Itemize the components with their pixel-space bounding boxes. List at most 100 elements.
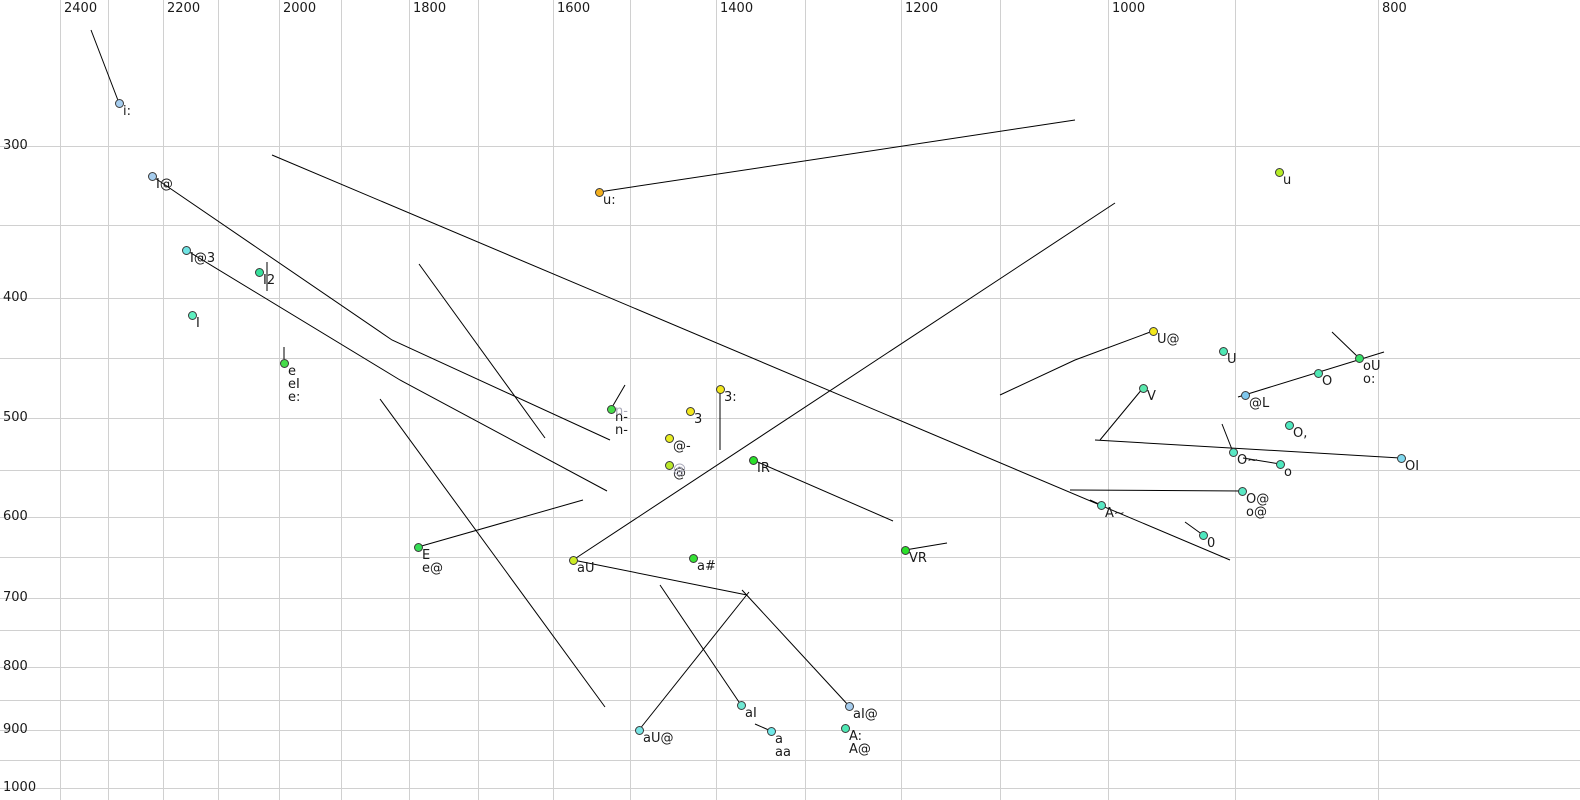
trajectory-line xyxy=(185,249,608,492)
data-point-label: O@ o@ xyxy=(1246,492,1270,520)
data-point-label: a aa xyxy=(775,732,791,760)
trajectory-line xyxy=(572,559,748,596)
gridline-vertical xyxy=(1235,0,1236,800)
data-point-label: 3: xyxy=(724,390,737,405)
data-point[interactable] xyxy=(1219,347,1228,356)
data-point-label: aU xyxy=(577,561,595,576)
data-point[interactable] xyxy=(1355,354,1364,363)
data-point[interactable] xyxy=(1241,391,1250,400)
trajectory-line xyxy=(151,175,611,441)
data-point[interactable] xyxy=(1229,448,1238,457)
data-point[interactable] xyxy=(635,726,644,735)
data-point[interactable] xyxy=(737,701,746,710)
gridline-horizontal xyxy=(0,630,1580,631)
gridline-vertical xyxy=(341,0,342,800)
data-point-label: A~ xyxy=(1105,506,1125,521)
data-point-label: I2 xyxy=(263,273,276,288)
x-tick-label: 1800 xyxy=(413,1,447,16)
x-tick-label: 1200 xyxy=(905,1,939,16)
trajectory-line xyxy=(904,542,948,551)
x-tick-label: 2000 xyxy=(283,1,317,16)
data-point[interactable] xyxy=(1397,454,1406,463)
gridline-vertical xyxy=(1108,0,1109,800)
data-point[interactable] xyxy=(665,434,674,443)
data-point[interactable] xyxy=(148,172,157,181)
trajectory-line xyxy=(1331,331,1360,359)
trajectory-line xyxy=(752,459,894,522)
trajectory-line xyxy=(418,263,546,439)
data-point-label: E e@ xyxy=(422,548,443,576)
data-point[interactable] xyxy=(1285,421,1294,430)
trajectory-line xyxy=(1242,457,1281,465)
data-point[interactable] xyxy=(1199,531,1208,540)
data-point[interactable] xyxy=(686,407,695,416)
data-point[interactable] xyxy=(1275,168,1284,177)
data-point-label: O~ xyxy=(1237,453,1259,468)
data-point-label: I xyxy=(196,316,200,331)
gridline-vertical xyxy=(279,0,280,800)
data-point[interactable] xyxy=(255,268,264,277)
data-point[interactable] xyxy=(595,188,604,197)
data-point[interactable] xyxy=(767,727,776,736)
gridline-horizontal xyxy=(0,667,1580,668)
y-tick-label: 900 xyxy=(3,722,28,737)
data-point[interactable] xyxy=(1314,369,1323,378)
trajectory-line xyxy=(417,499,584,548)
data-point-label: O xyxy=(1322,374,1333,389)
gridline-vertical xyxy=(716,0,717,800)
data-point-label: 3 xyxy=(694,412,703,427)
data-point-label: aI@ xyxy=(853,707,878,722)
data-point[interactable] xyxy=(665,461,674,470)
data-point-label: @- xyxy=(673,439,691,454)
data-point[interactable] xyxy=(841,724,850,733)
data-point[interactable] xyxy=(901,546,910,555)
data-point-label: oU o: xyxy=(1363,359,1381,387)
data-point[interactable] xyxy=(280,359,289,368)
data-point[interactable] xyxy=(1276,460,1285,469)
gridline-vertical xyxy=(409,0,410,800)
trajectory-line xyxy=(1069,489,1243,492)
data-point[interactable] xyxy=(749,456,758,465)
data-point-label: OI xyxy=(1405,459,1420,474)
gridline-vertical xyxy=(60,0,61,800)
gridline-vertical xyxy=(163,0,164,800)
gridline-horizontal xyxy=(0,225,1580,226)
data-point-label-ghost: n- xyxy=(615,404,628,419)
gridline-horizontal xyxy=(0,730,1580,731)
gridline-vertical xyxy=(901,0,902,800)
data-point[interactable] xyxy=(607,405,616,414)
trajectory-line xyxy=(741,589,850,707)
trajectory-line xyxy=(1094,439,1402,459)
trajectory-line xyxy=(90,29,120,104)
data-point[interactable] xyxy=(569,556,578,565)
gridline-horizontal xyxy=(0,598,1580,599)
y-tick-label: 400 xyxy=(3,290,28,305)
data-point[interactable] xyxy=(689,554,698,563)
x-tick-label: 2400 xyxy=(64,1,98,16)
data-point-label: V xyxy=(1147,389,1156,404)
data-point[interactable] xyxy=(1238,487,1247,496)
gridline-horizontal xyxy=(0,298,1580,299)
data-point[interactable] xyxy=(414,543,423,552)
gridline-vertical xyxy=(478,0,479,800)
data-point[interactable] xyxy=(716,385,725,394)
data-point-label-ghost: @ xyxy=(673,462,686,477)
gridline-horizontal xyxy=(0,470,1580,471)
data-point-label: aI xyxy=(745,706,757,721)
data-point[interactable] xyxy=(182,246,191,255)
data-point[interactable] xyxy=(845,702,854,711)
data-point[interactable] xyxy=(188,311,197,320)
gridline-vertical xyxy=(1378,0,1379,800)
y-tick-label: 300 xyxy=(3,138,28,153)
data-point[interactable] xyxy=(1139,384,1148,393)
data-point[interactable] xyxy=(115,99,124,108)
data-point-label: A: A@ xyxy=(849,729,871,757)
data-point-label: u: xyxy=(603,193,616,208)
data-point-label: I@3 xyxy=(190,251,216,266)
data-point[interactable] xyxy=(1149,327,1158,336)
data-point[interactable] xyxy=(1097,501,1106,510)
data-point-label: 0 xyxy=(1207,536,1216,551)
trajectory-line xyxy=(271,154,1231,561)
